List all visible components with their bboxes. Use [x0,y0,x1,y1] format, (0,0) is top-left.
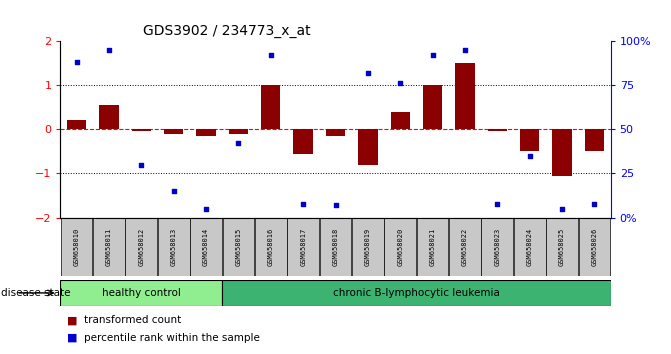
Bar [326,129,345,136]
Text: GSM658026: GSM658026 [591,228,597,266]
Text: healthy control: healthy control [102,288,180,298]
Point [136,162,147,167]
Text: GSM658016: GSM658016 [268,228,274,266]
Bar [164,129,183,133]
Bar [455,63,474,129]
Text: GSM658022: GSM658022 [462,228,468,266]
Bar [482,218,513,276]
Text: transformed count: transformed count [84,315,181,325]
Bar [125,218,157,276]
Bar [60,280,222,306]
Point [298,201,309,206]
Bar [287,218,319,276]
Bar [93,218,125,276]
Point [557,206,568,212]
Text: GSM658013: GSM658013 [170,228,176,266]
Bar [423,85,442,129]
Point [589,201,600,206]
Point [460,47,470,52]
Bar [417,218,448,276]
Bar [255,218,287,276]
Bar [67,120,87,129]
Bar [319,218,352,276]
Text: GSM658019: GSM658019 [365,228,371,266]
Bar [578,218,611,276]
Text: GSM658015: GSM658015 [236,228,242,266]
Text: percentile rank within the sample: percentile rank within the sample [84,333,260,343]
Text: GSM658012: GSM658012 [138,228,144,266]
Point [395,80,405,86]
Bar [99,105,119,129]
Bar [132,129,151,131]
Bar [229,129,248,133]
Text: ■: ■ [67,333,78,343]
Bar [197,129,216,136]
Bar [584,129,604,152]
Point [427,52,438,58]
Text: GSM658014: GSM658014 [203,228,209,266]
Point [330,202,341,208]
Point [103,47,114,52]
Text: GSM658021: GSM658021 [429,228,435,266]
Bar [261,85,280,129]
Bar [552,129,572,176]
Bar [546,218,578,276]
Point [201,206,211,212]
Text: GSM658018: GSM658018 [333,228,338,266]
Text: ■: ■ [67,315,78,325]
Bar [391,112,410,129]
Point [233,141,244,146]
Point [71,59,82,65]
Text: GSM658010: GSM658010 [74,228,80,266]
Bar [520,129,539,152]
Text: GSM658024: GSM658024 [527,228,533,266]
Text: GSM658017: GSM658017 [300,228,306,266]
Bar [488,129,507,131]
Bar [449,218,481,276]
Text: GSM658020: GSM658020 [397,228,403,266]
Bar [384,218,416,276]
Point [362,70,373,75]
Point [266,52,276,58]
Text: chronic B-lymphocytic leukemia: chronic B-lymphocytic leukemia [333,288,500,298]
Bar [158,218,189,276]
Point [492,201,503,206]
Bar [60,218,93,276]
Bar [293,129,313,154]
Bar [358,129,378,165]
Text: GSM658025: GSM658025 [559,228,565,266]
Bar [222,280,611,306]
Bar [190,218,222,276]
Text: GDS3902 / 234773_x_at: GDS3902 / 234773_x_at [143,24,311,38]
Bar [223,218,254,276]
Text: GSM658011: GSM658011 [106,228,112,266]
Bar [514,218,546,276]
Point [168,188,179,194]
Bar [352,218,384,276]
Text: GSM658023: GSM658023 [495,228,501,266]
Point [524,153,535,159]
Text: disease state: disease state [1,288,71,298]
